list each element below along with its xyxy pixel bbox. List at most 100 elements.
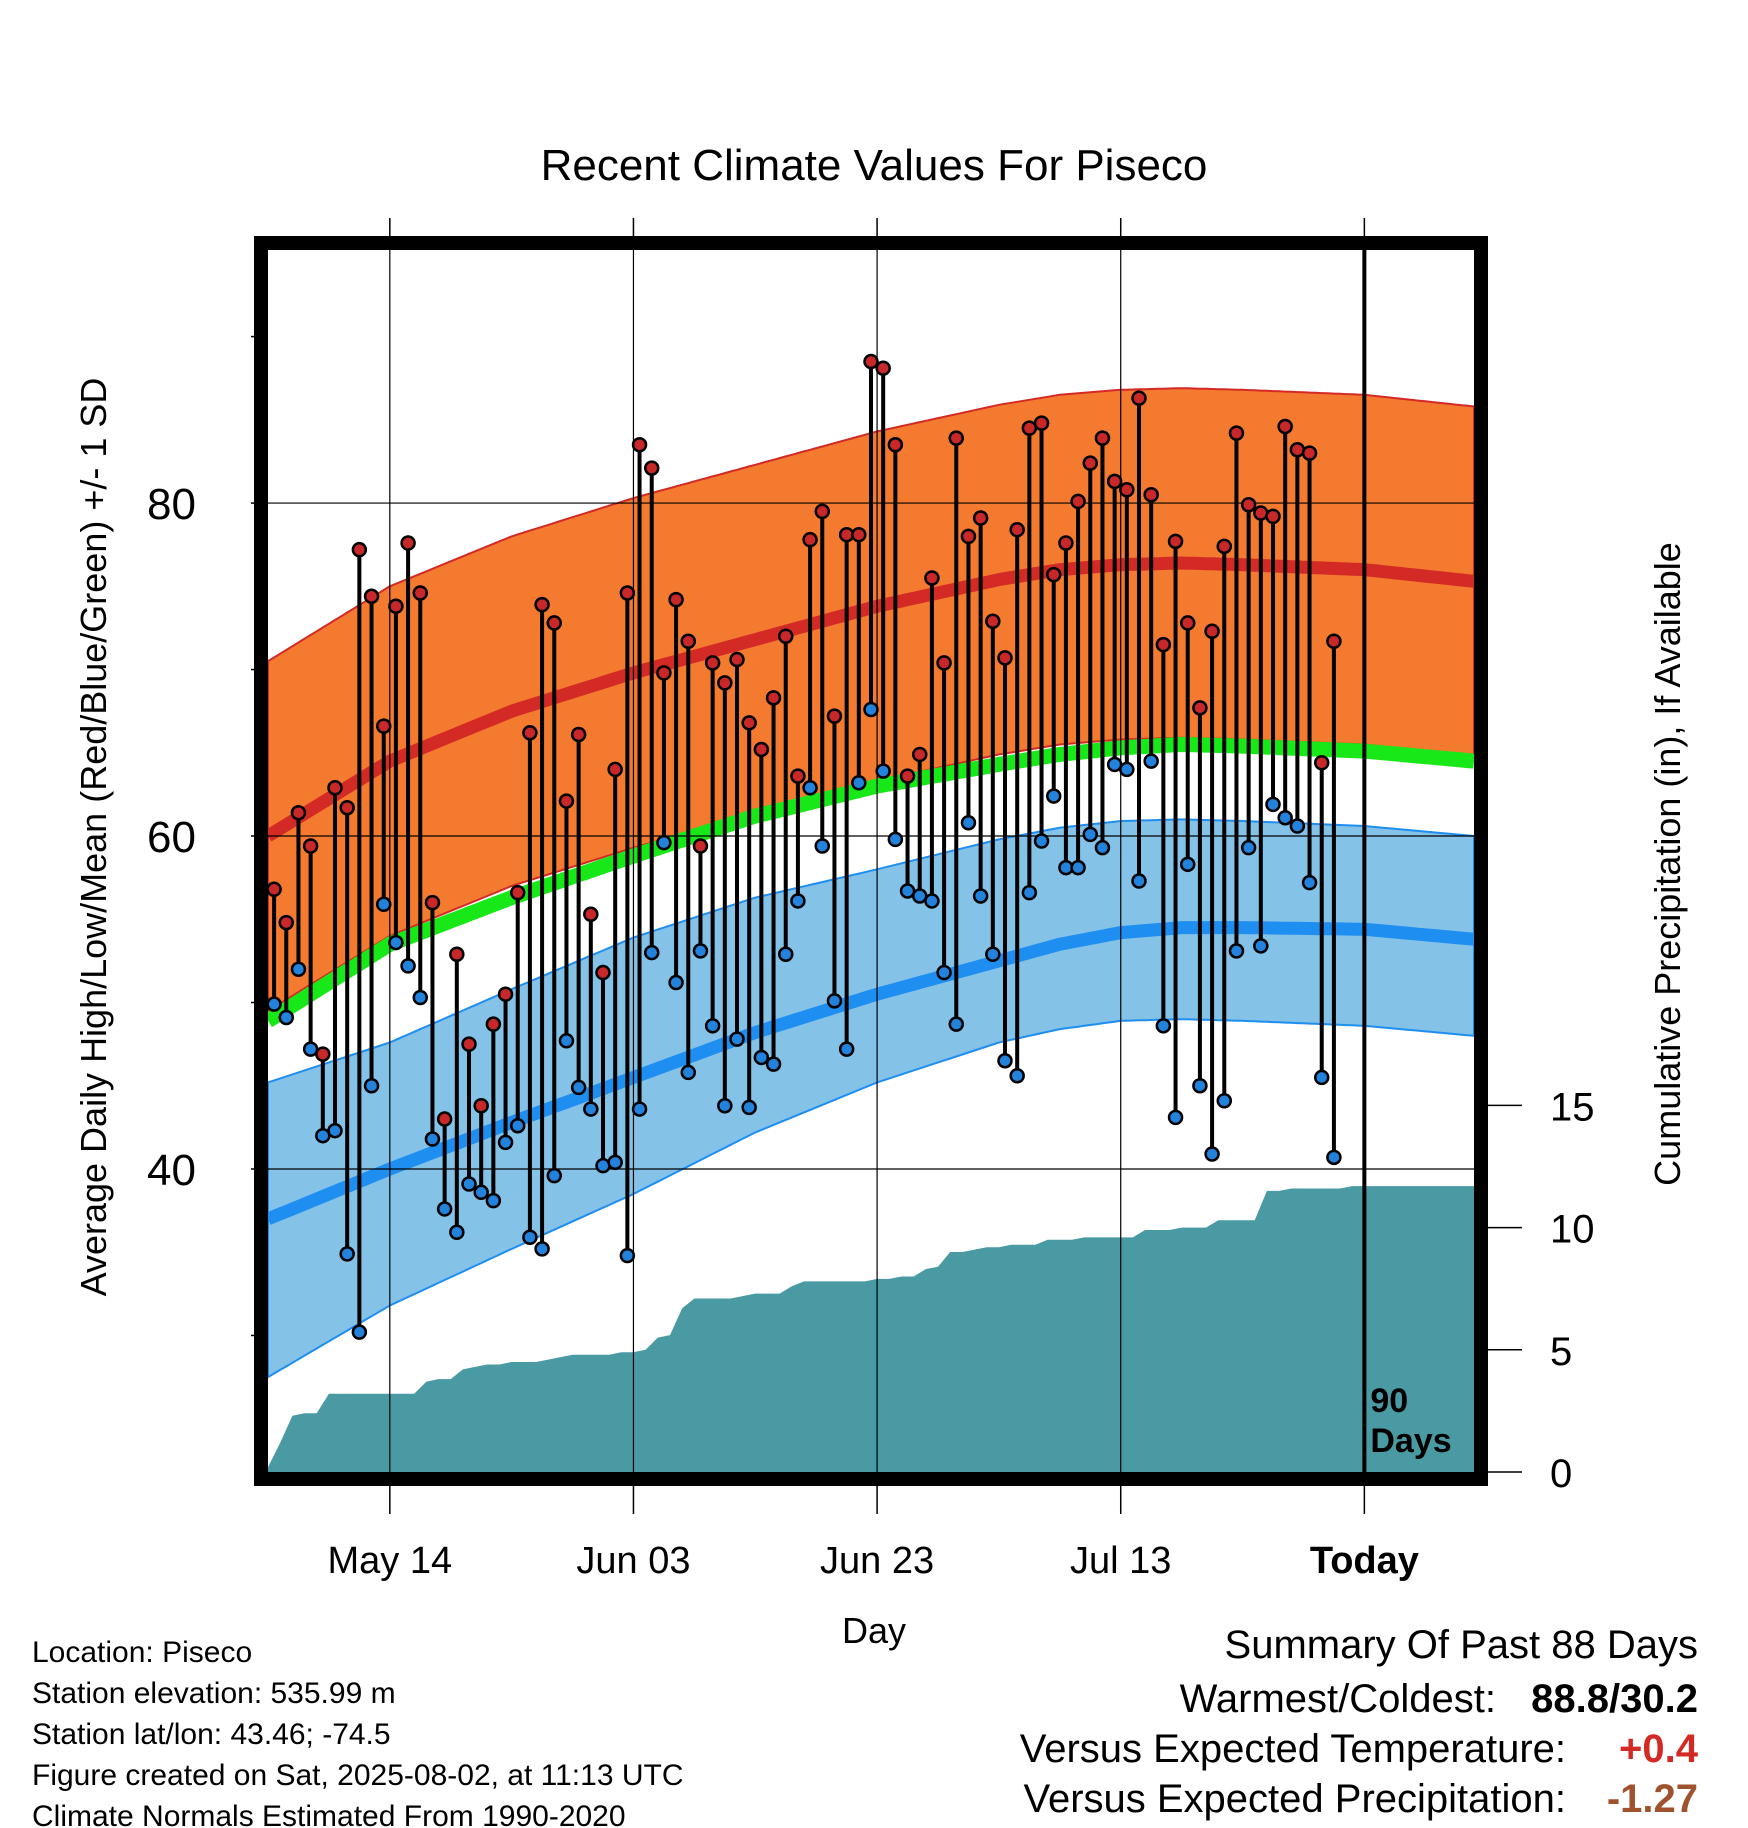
station-info: Location: Piseco Station elevation: 535.… <box>32 1636 684 1828</box>
daily-high-point <box>1045 566 1062 583</box>
daily-high-point <box>692 838 709 854</box>
daily-low-point <box>497 1134 514 1151</box>
daily-low-point <box>826 993 843 1009</box>
chart-title: Recent Climate Values For Piseco <box>541 141 1208 190</box>
daily-high-point <box>704 655 721 671</box>
daily-high-point <box>936 655 952 671</box>
daily-high-point <box>863 353 879 370</box>
daily-high-point <box>729 651 745 668</box>
daily-high-point <box>302 838 319 854</box>
daily-high-point <box>400 535 416 551</box>
daily-high-point <box>887 437 904 453</box>
daily-low-point <box>558 1033 575 1049</box>
daily-high-point <box>449 946 465 962</box>
daily-low-point <box>692 943 709 959</box>
daily-low-point <box>1216 1092 1233 1109</box>
daily-low-point <box>985 946 1001 962</box>
daily-low-point <box>363 1078 380 1094</box>
daily-high-point <box>777 628 794 644</box>
summary-panel: Summary Of Past 88 Days Warmest/Coldest:… <box>1020 1623 1699 1821</box>
daily-low-point <box>960 814 977 831</box>
daily-low-point <box>1192 1078 1208 1094</box>
daily-low-point <box>753 1049 770 1066</box>
daily-high-point <box>1033 415 1050 431</box>
daily-high-point <box>997 650 1013 666</box>
daily-high-point <box>363 588 380 605</box>
daily-low-point <box>997 1053 1013 1069</box>
x-tick-label: Today <box>1310 1540 1419 1582</box>
daily-low-point <box>1289 818 1306 834</box>
daily-high-point <box>1143 486 1159 503</box>
daily-high-point <box>826 708 843 724</box>
x-tick-label: Jun 03 <box>576 1540 690 1582</box>
daily-low-point <box>838 1041 855 1057</box>
daily-high-point <box>643 460 660 476</box>
daily-low-point <box>1119 761 1135 778</box>
daily-high-point <box>960 528 977 545</box>
daily-low-point <box>765 1056 782 1072</box>
daily-low-point <box>875 763 891 779</box>
daily-low-point <box>268 996 282 1012</box>
daily-low-point <box>424 1131 441 1147</box>
daily-high-point <box>375 718 392 734</box>
daily-low-point <box>388 934 404 951</box>
summary-title: Summary Of Past 88 Days <box>1225 1623 1698 1667</box>
daily-high-point <box>278 914 295 931</box>
daily-high-point <box>1192 700 1208 716</box>
daily-low-point <box>717 1097 733 1114</box>
precip-tick-label: 10 <box>1550 1208 1595 1252</box>
daily-low-point <box>972 888 989 904</box>
daily-high-point <box>595 964 611 981</box>
daily-low-point <box>1265 796 1281 813</box>
daily-high-point <box>534 596 550 613</box>
daily-low-point <box>1204 1146 1220 1162</box>
daily-low-point <box>680 1064 697 1081</box>
summary-temp-label: Versus Expected Temperature: <box>1020 1727 1566 1771</box>
daily-low-point <box>741 1099 757 1116</box>
daily-high-point <box>522 725 538 741</box>
daily-high-point <box>436 1111 453 1127</box>
y-axis-label-right: Cumulative Precipitation (in), If Availa… <box>1647 542 1688 1186</box>
daily-high-point <box>1216 538 1233 555</box>
daily-high-point <box>1265 508 1281 525</box>
precip-tick-label: 15 <box>1550 1085 1595 1129</box>
daily-high-point <box>290 804 307 821</box>
daily-observations <box>268 353 1342 1340</box>
daily-low-point <box>729 1031 745 1047</box>
low-sd-band <box>268 818 1474 1379</box>
daily-low-point <box>1326 1149 1342 1166</box>
daily-low-point <box>863 701 879 718</box>
daily-high-point <box>607 761 623 778</box>
info-elevation: Station elevation: 535.99 m <box>32 1677 396 1710</box>
daily-low-point <box>1033 833 1050 849</box>
daily-low-point <box>327 1122 343 1139</box>
x-tick-label: Jul 13 <box>1070 1540 1171 1582</box>
daily-low-point <box>1045 788 1062 804</box>
daily-low-point <box>1179 856 1196 873</box>
daily-high-point <box>656 665 672 681</box>
info-location: Location: Piseco <box>32 1636 252 1669</box>
daily-low-point <box>290 961 307 977</box>
daily-high-point <box>972 510 989 526</box>
daily-high-point <box>1082 455 1099 471</box>
today-days-label: 90 <box>1370 1382 1408 1420</box>
daily-low-point <box>936 964 952 981</box>
daily-high-point <box>631 437 648 453</box>
daily-high-point <box>741 715 757 731</box>
daily-high-point <box>1313 755 1330 771</box>
daily-high-point <box>717 675 733 691</box>
daily-low-point <box>546 1167 563 1184</box>
daily-low-point <box>449 1224 465 1241</box>
daily-low-point <box>643 944 660 961</box>
daily-low-point <box>461 1176 477 1192</box>
daily-low-point <box>1313 1069 1330 1086</box>
precip-area <box>268 1186 1474 1472</box>
daily-low-point <box>668 974 684 991</box>
daily-low-point <box>509 1117 526 1134</box>
daily-high-point <box>461 1036 477 1052</box>
daily-high-point <box>1277 418 1293 435</box>
daily-high-point <box>1009 521 1025 538</box>
precip-tick-label: 0 <box>1550 1452 1572 1496</box>
daily-low-point <box>1082 826 1099 843</box>
